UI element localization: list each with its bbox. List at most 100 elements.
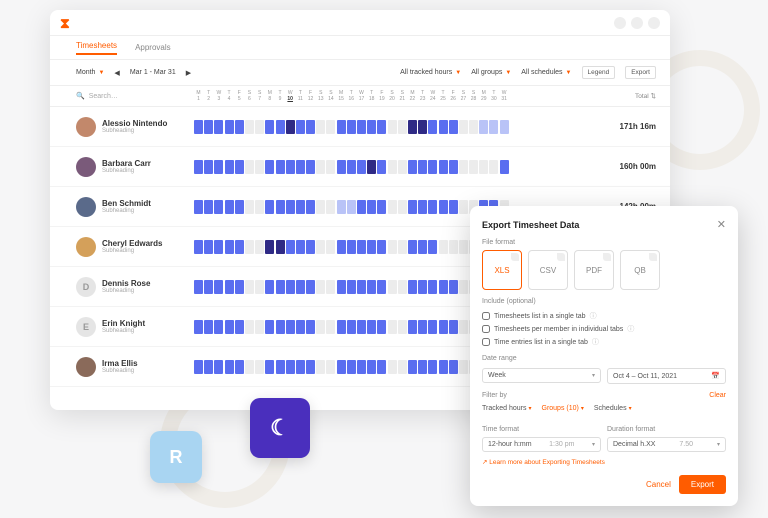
format-option-qb[interactable]: QB (620, 250, 660, 290)
day-cell[interactable] (296, 320, 305, 334)
duration-format-select[interactable]: Decimal h.XX 7.50 ▾ (607, 437, 726, 452)
day-cell[interactable] (286, 360, 295, 374)
day-cell[interactable] (377, 360, 386, 374)
period-picker[interactable]: Month ▼ (76, 69, 104, 76)
day-cell[interactable] (296, 160, 305, 174)
day-cell[interactable] (337, 200, 346, 214)
day-cell[interactable] (245, 280, 254, 294)
export-button[interactable]: Export (679, 475, 726, 494)
day-cell[interactable] (367, 360, 376, 374)
range-select[interactable]: Week ▾ (482, 368, 601, 383)
day-cell[interactable] (306, 280, 315, 294)
day-cell[interactable] (326, 360, 335, 374)
filter-schedules[interactable]: Schedules▾ (594, 405, 632, 412)
day-cell[interactable] (225, 320, 234, 334)
day-cell[interactable] (439, 200, 448, 214)
day-cell[interactable] (337, 280, 346, 294)
day-cell[interactable] (276, 320, 285, 334)
day-cell[interactable] (428, 320, 437, 334)
clear-filters[interactable]: Clear (709, 392, 726, 399)
day-cell[interactable] (316, 360, 325, 374)
day-cell[interactable] (225, 240, 234, 254)
day-cell[interactable] (489, 120, 498, 134)
day-cell[interactable] (326, 320, 335, 334)
day-cell[interactable] (367, 320, 376, 334)
day-cell[interactable] (439, 320, 448, 334)
day-cell[interactable] (367, 240, 376, 254)
day-cell[interactable] (479, 160, 488, 174)
day-cell[interactable] (398, 120, 407, 134)
day-cell[interactable] (296, 240, 305, 254)
day-cell[interactable] (388, 320, 397, 334)
day-cell[interactable] (398, 240, 407, 254)
day-cell[interactable] (469, 120, 478, 134)
day-cell[interactable] (469, 160, 478, 174)
day-cell[interactable] (398, 160, 407, 174)
day-cell[interactable] (316, 240, 325, 254)
day-cell[interactable] (194, 240, 203, 254)
day-cell[interactable] (347, 360, 356, 374)
day-cell[interactable] (398, 320, 407, 334)
day-cell[interactable] (459, 320, 468, 334)
filter-hours[interactable]: All tracked hours ▼ (400, 69, 461, 76)
day-cell[interactable] (276, 200, 285, 214)
day-cell[interactable] (357, 360, 366, 374)
filter-groups[interactable]: All groups ▼ (471, 69, 511, 76)
day-cell[interactable] (214, 120, 223, 134)
day-cell[interactable] (439, 160, 448, 174)
day-cell[interactable] (357, 120, 366, 134)
day-cell[interactable] (265, 120, 274, 134)
day-cell[interactable] (418, 200, 427, 214)
day-cell[interactable] (306, 240, 315, 254)
day-cell[interactable] (500, 160, 509, 174)
day-cell[interactable] (377, 120, 386, 134)
day-cell[interactable] (489, 160, 498, 174)
day-cell[interactable] (316, 160, 325, 174)
day-cell[interactable] (398, 200, 407, 214)
day-cell[interactable] (235, 280, 244, 294)
include-checkbox[interactable] (482, 338, 490, 346)
sort-icon[interactable]: ⇅ (651, 93, 656, 100)
day-cell[interactable] (286, 240, 295, 254)
day-cell[interactable] (449, 160, 458, 174)
day-cell[interactable] (428, 360, 437, 374)
day-cell[interactable] (459, 120, 468, 134)
day-cell[interactable] (306, 160, 315, 174)
day-cell[interactable] (408, 240, 417, 254)
include-checkbox[interactable] (482, 325, 490, 333)
day-cell[interactable] (286, 320, 295, 334)
timesheet-row[interactable]: Barbara CarrSubheading160h 00m (50, 147, 670, 187)
day-cell[interactable] (449, 320, 458, 334)
day-cell[interactable] (204, 200, 213, 214)
day-cell[interactable] (388, 240, 397, 254)
day-cell[interactable] (347, 200, 356, 214)
day-cell[interactable] (367, 160, 376, 174)
day-cell[interactable] (377, 280, 386, 294)
day-cell[interactable] (326, 200, 335, 214)
next-period[interactable]: ▶ (186, 69, 191, 77)
day-cell[interactable] (296, 280, 305, 294)
format-option-pdf[interactable]: PDF (574, 250, 614, 290)
day-cell[interactable] (347, 160, 356, 174)
day-cell[interactable] (194, 120, 203, 134)
day-cell[interactable] (388, 160, 397, 174)
day-cell[interactable] (306, 120, 315, 134)
learn-more-link[interactable]: ↗ Learn more about Exporting Timesheets (482, 458, 726, 466)
day-cell[interactable] (255, 240, 264, 254)
day-cell[interactable] (347, 320, 356, 334)
day-cell[interactable] (439, 360, 448, 374)
day-cell[interactable] (449, 280, 458, 294)
day-cell[interactable] (347, 120, 356, 134)
day-cell[interactable] (428, 120, 437, 134)
day-cell[interactable] (367, 120, 376, 134)
day-cell[interactable] (225, 360, 234, 374)
day-cell[interactable] (265, 240, 274, 254)
export-button[interactable]: Export (625, 66, 656, 79)
day-cell[interactable] (449, 200, 458, 214)
filter-tracked[interactable]: Tracked hours▾ (482, 405, 532, 412)
day-cell[interactable] (286, 120, 295, 134)
day-cell[interactable] (225, 120, 234, 134)
day-cell[interactable] (388, 280, 397, 294)
day-cell[interactable] (418, 320, 427, 334)
day-cell[interactable] (214, 200, 223, 214)
